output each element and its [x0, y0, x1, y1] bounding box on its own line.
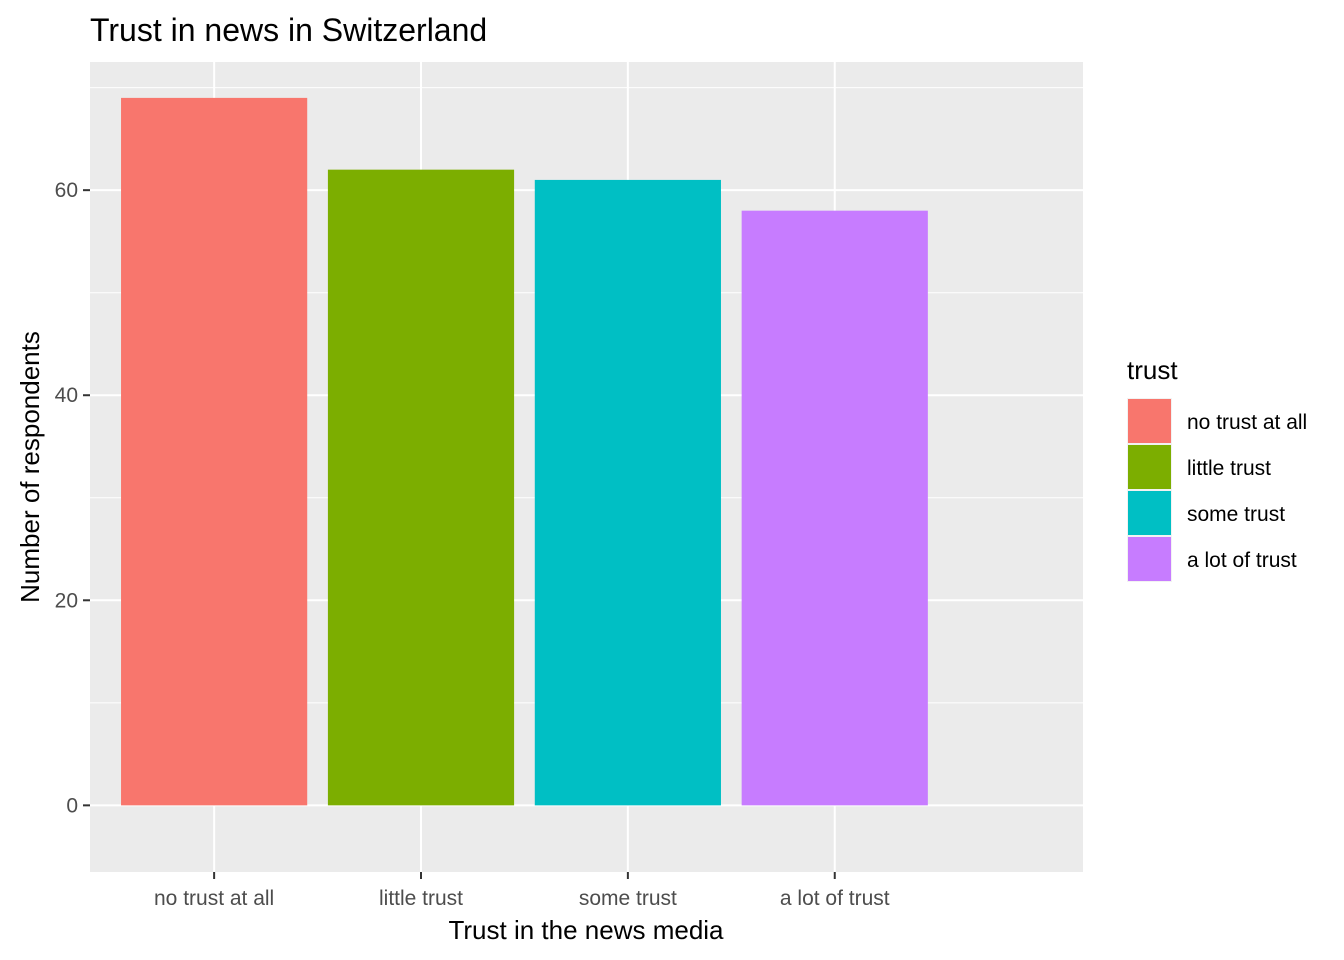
bar-a-lot-of-trust [741, 210, 928, 806]
bar-some-trust [534, 179, 721, 806]
y-tick-label: 20 [55, 589, 78, 612]
legend-swatch [1128, 399, 1171, 443]
x-tick-label: some trust [579, 887, 677, 910]
x-axis: no trust at all little trust some trust a l… [154, 872, 890, 910]
y-tick-label: 40 [55, 384, 78, 407]
y-axis-title: Number of respondents [15, 331, 45, 603]
y-tick-label: 60 [55, 179, 78, 202]
x-tick-label: a lot of trust [780, 887, 890, 910]
x-tick-label: no trust at all [154, 887, 274, 910]
x-axis-title: Trust in the news media [448, 915, 724, 945]
legend-title: trust [1127, 355, 1178, 385]
legend: trust no trust at all little trust some tr… [1127, 355, 1307, 582]
bar-little-trust [327, 169, 515, 806]
x-tick-label: little trust [379, 887, 463, 910]
legend-swatch [1128, 491, 1171, 535]
legend-label: little trust [1187, 457, 1271, 480]
y-axis: 0 20 40 60 [55, 179, 90, 817]
chart-title: Trust in news in Switzerland [90, 12, 487, 48]
y-tick-label: 0 [66, 794, 78, 817]
legend-swatch [1128, 537, 1171, 581]
legend-label: a lot of trust [1187, 549, 1297, 572]
bar-no-trust-at-all [121, 97, 308, 806]
legend-label: some trust [1187, 503, 1285, 526]
legend-label: no trust at all [1187, 411, 1307, 434]
legend-swatch [1128, 445, 1171, 489]
bars [121, 97, 928, 806]
